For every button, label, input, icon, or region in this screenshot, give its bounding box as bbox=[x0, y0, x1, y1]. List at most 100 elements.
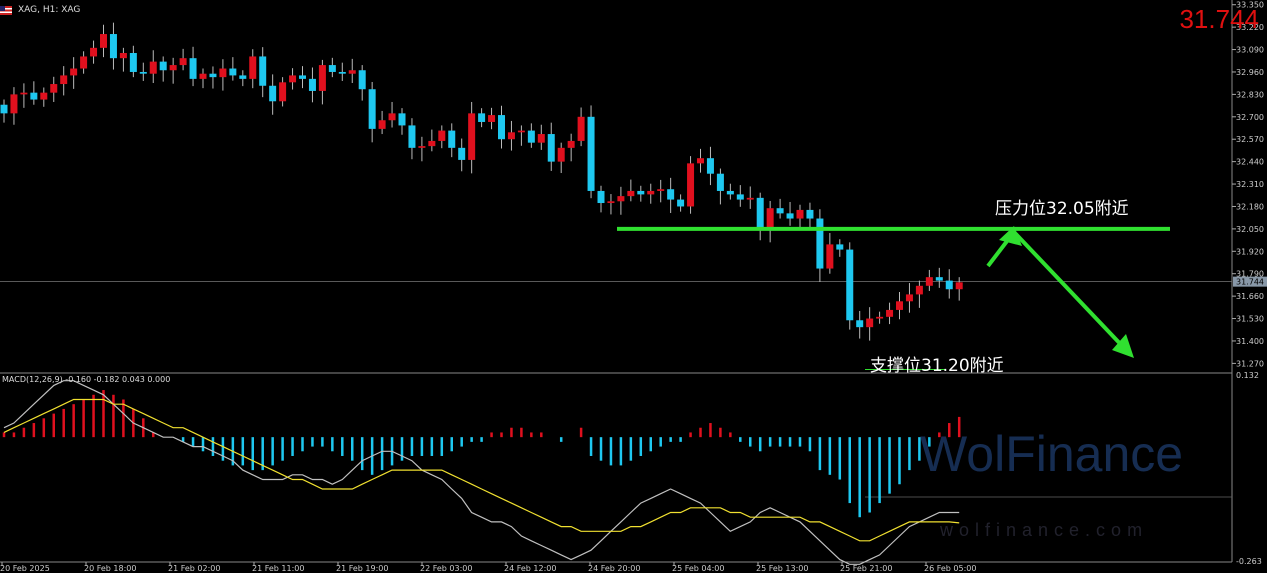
bull-candle bbox=[955, 282, 963, 290]
macd-bar-negative bbox=[649, 437, 652, 452]
macd-bar-negative bbox=[768, 437, 772, 447]
price-tick-label: 33.090 bbox=[1236, 46, 1264, 55]
bull-candle bbox=[10, 94, 18, 114]
flag-icon bbox=[0, 5, 12, 15]
macd-bar-negative bbox=[470, 437, 473, 442]
bear-candle bbox=[498, 115, 505, 140]
macd-bar-negative bbox=[739, 437, 742, 442]
macd-bar-negative bbox=[201, 437, 205, 452]
arrowhead-up bbox=[999, 226, 1022, 246]
price-tick-label: 31.530 bbox=[1236, 315, 1264, 324]
bull-candle bbox=[348, 70, 356, 74]
bull-candle bbox=[746, 197, 754, 200]
time-tick-label: 22 Feb 03:00 bbox=[420, 564, 472, 573]
macd-bar-negative bbox=[818, 437, 822, 471]
bull-candle bbox=[657, 189, 665, 191]
time-tick-label: 24 Feb 20:00 bbox=[588, 564, 640, 573]
macd-bar-negative bbox=[898, 437, 901, 485]
price-tick-label: 32.830 bbox=[1236, 90, 1264, 99]
macd-bar-negative bbox=[908, 437, 911, 471]
time-tick-label: 25 Feb 13:00 bbox=[756, 564, 808, 573]
bull-candle bbox=[468, 113, 476, 160]
macd-bar-positive bbox=[579, 427, 583, 438]
resistance-annotation: 压力位32.05附近 bbox=[995, 199, 1129, 219]
bull-candle bbox=[896, 301, 903, 310]
current-price-label: 31.744 bbox=[1179, 4, 1259, 34]
bear-candle bbox=[458, 147, 466, 160]
macd-bar-positive bbox=[719, 427, 722, 438]
macd-bar-negative bbox=[410, 437, 414, 456]
macd-bar-negative bbox=[589, 437, 593, 456]
bear-candle bbox=[816, 218, 824, 269]
macd-bar-negative bbox=[281, 437, 284, 461]
bear-candle bbox=[0, 104, 8, 114]
bear-candle bbox=[139, 71, 147, 74]
bull-candle bbox=[557, 147, 565, 162]
macd-bar-negative bbox=[888, 437, 891, 494]
bull-candle bbox=[169, 65, 177, 71]
bear-candle bbox=[398, 113, 406, 126]
macd-bar-negative bbox=[838, 437, 842, 480]
bull-candle bbox=[90, 47, 98, 57]
bear-candle bbox=[109, 34, 117, 59]
macd-bar-positive bbox=[92, 394, 95, 438]
bear-candle bbox=[269, 85, 277, 102]
macd-bar-negative bbox=[460, 437, 463, 447]
macd-bar-negative bbox=[619, 437, 623, 466]
macd-indicator-label: MACD(12,26,9) -0.160 -0.182 0.043 0.000 bbox=[2, 375, 171, 384]
bear-candle bbox=[935, 277, 943, 281]
macd-tick-label: -0.263 bbox=[1236, 557, 1262, 566]
bear-candle bbox=[726, 190, 734, 195]
bear-candle bbox=[587, 116, 595, 191]
macd-bar-negative bbox=[788, 437, 792, 447]
macd-bar-negative bbox=[749, 437, 752, 447]
bull-candle bbox=[866, 318, 874, 328]
current-price-box-label: 31.744 bbox=[1236, 278, 1264, 287]
macd-bar-negative bbox=[360, 437, 364, 471]
bear-candle bbox=[259, 56, 267, 86]
bull-candle bbox=[318, 65, 326, 91]
bull-candle bbox=[826, 244, 834, 269]
bull-candle bbox=[766, 208, 774, 229]
bull-candle bbox=[60, 75, 68, 85]
macd-bar-positive bbox=[42, 418, 46, 438]
bear-candle bbox=[836, 244, 844, 250]
macd-bar-positive bbox=[938, 432, 941, 438]
macd-bar-negative bbox=[291, 437, 294, 456]
bull-candle bbox=[80, 56, 88, 69]
macd-histogram bbox=[2, 390, 961, 518]
macd-tick-label: 0.132 bbox=[1236, 371, 1259, 380]
macd-bar-negative bbox=[858, 437, 861, 518]
bear-candle bbox=[527, 130, 535, 143]
projection-arrow bbox=[986, 228, 1130, 354]
bull-candle bbox=[507, 132, 515, 140]
bear-candle bbox=[209, 73, 217, 78]
macd-bar-negative bbox=[808, 437, 812, 452]
bull-candle bbox=[567, 140, 575, 148]
price-tick-label: 32.570 bbox=[1236, 135, 1264, 144]
price-tick-label: 31.270 bbox=[1236, 359, 1264, 368]
bull-candle bbox=[876, 316, 884, 319]
support-annotation: 支撑位31.20附近 bbox=[870, 356, 1004, 376]
macd-bar-positive bbox=[2, 432, 6, 438]
macd-bar-negative bbox=[221, 437, 225, 461]
bull-candle bbox=[905, 294, 913, 302]
macd-bar-negative bbox=[251, 437, 254, 471]
bear-candle bbox=[299, 75, 306, 79]
macd-bar-negative bbox=[341, 437, 344, 456]
price-tick-label: 32.310 bbox=[1236, 180, 1264, 189]
bear-candle bbox=[856, 320, 864, 328]
macd-bar-negative bbox=[659, 437, 662, 447]
macd-bar-positive bbox=[530, 432, 533, 438]
bull-candle bbox=[378, 120, 386, 129]
macd-bar-positive bbox=[152, 432, 155, 438]
macd-bar-negative bbox=[450, 437, 453, 452]
bear-candle bbox=[308, 78, 316, 91]
macd-bar-negative bbox=[679, 437, 682, 442]
macd-bar-negative bbox=[848, 437, 851, 504]
watermark-brand: WolFinance bbox=[920, 426, 1184, 482]
macd-bar-negative bbox=[261, 437, 264, 471]
macd-bar-negative bbox=[778, 437, 782, 447]
bear-candle bbox=[677, 199, 685, 207]
